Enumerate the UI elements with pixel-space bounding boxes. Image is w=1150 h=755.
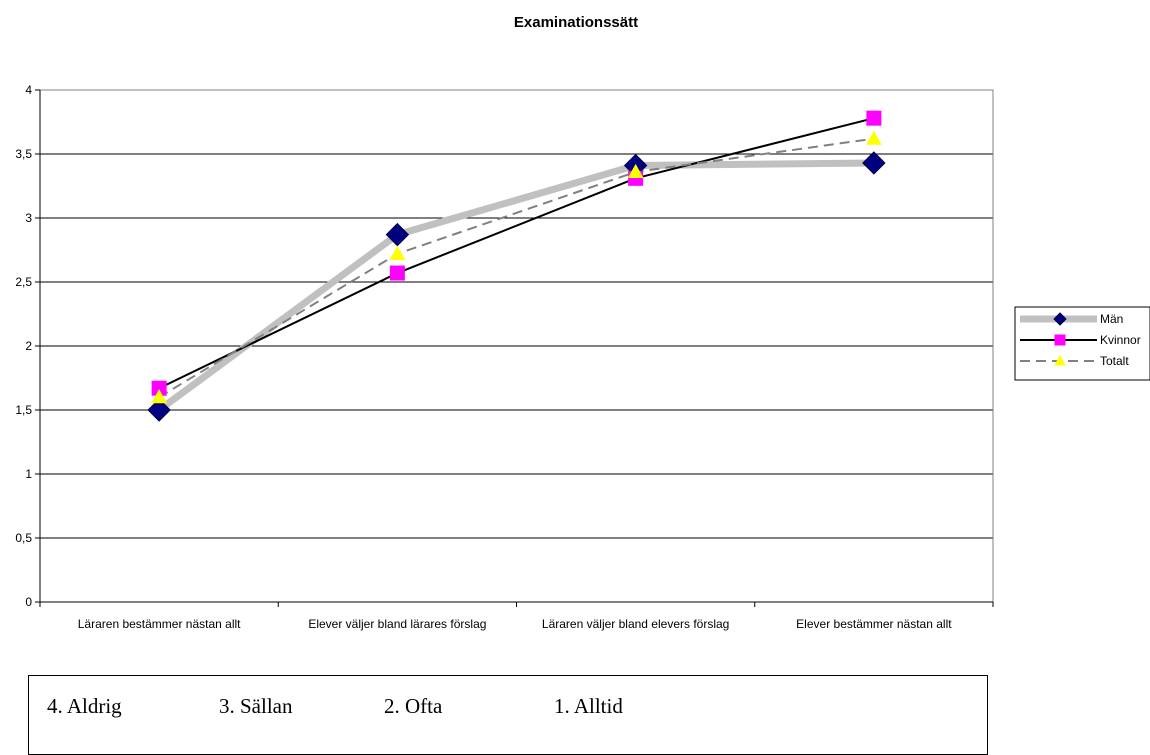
legend-marker	[1054, 354, 1066, 366]
legend-marker	[1053, 312, 1067, 326]
series	[147, 110, 886, 422]
y-tick-label: 3	[25, 211, 32, 225]
data-point-triangle	[627, 163, 644, 179]
y-tick-label: 4	[25, 83, 32, 97]
y-tick-label: 0,5	[15, 531, 32, 545]
series-line-1	[157, 159, 874, 413]
data-point-diamond	[862, 151, 886, 175]
y-tick-label: 0	[25, 595, 32, 609]
scale-note-box: 4. Aldrig 3. Sällan 2. Ofta 1. Alltid	[28, 675, 988, 755]
legend-label: Totalt	[1100, 354, 1129, 368]
scale-note-aldrig: 4. Aldrig	[47, 694, 122, 718]
axes: 0 0,5 1 1,5 2 2,5 3 3,5 4 Läraren bestämmer nästa…	[15, 83, 994, 631]
data-point-square	[866, 110, 882, 126]
scale-note-sallan: 3. Sällan	[219, 694, 293, 718]
y-tick-label: 3,5	[15, 147, 32, 161]
x-tick-label: Läraren väljer bland elevers förslag	[542, 617, 729, 631]
series-line-3	[158, 137, 875, 399]
data-point-triangle	[866, 130, 882, 145]
x-tick-label: Elever bestämmer nästan allt	[796, 617, 952, 631]
data-point-triangle	[151, 389, 167, 404]
data-point-square	[389, 265, 405, 281]
y-tick-label: 2	[25, 339, 32, 353]
chart-title: Examinationssätt	[514, 14, 638, 31]
x-tick-label: Elever väljer bland lärares förslag	[308, 617, 486, 631]
data-point-triangle	[389, 245, 406, 260]
series-line-2	[158, 117, 875, 390]
y-tick-label: 1,5	[15, 403, 32, 417]
y-tick-label: 2,5	[15, 275, 32, 289]
data-point-diamond	[147, 398, 171, 422]
grid	[40, 153, 993, 539]
y-tick-label: 1	[25, 467, 32, 481]
data-point-diamond	[385, 222, 410, 247]
legend-marker	[1054, 334, 1066, 346]
legend-label: Män	[1100, 312, 1123, 326]
x-tick-label: Läraren bestämmer nästan allt	[78, 617, 241, 631]
scale-note-alltid: 1. Alltid	[554, 694, 623, 718]
legend: Män Kvinnor Totalt	[1014, 306, 1150, 381]
scale-note-ofta: 2. Ofta	[384, 694, 443, 718]
legend-label: Kvinnor	[1100, 333, 1141, 347]
